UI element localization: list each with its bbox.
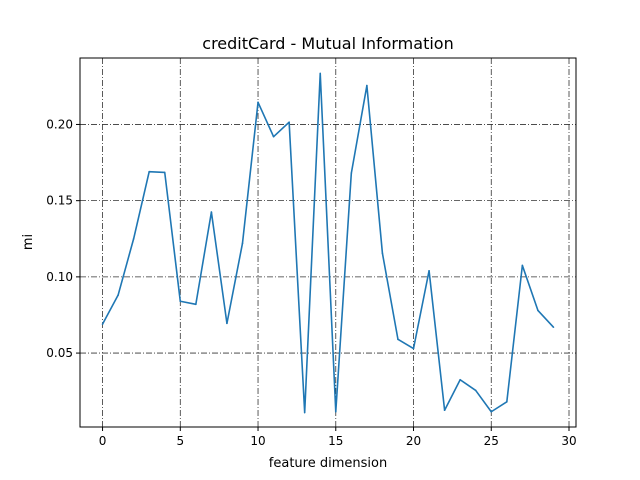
x-tick-label: 25 bbox=[484, 434, 499, 448]
data-point bbox=[412, 347, 415, 350]
data-point bbox=[490, 410, 493, 413]
data-point bbox=[474, 389, 477, 392]
data-point bbox=[210, 211, 213, 213]
data-point bbox=[101, 323, 104, 325]
data-point bbox=[350, 172, 353, 175]
data-point bbox=[179, 300, 182, 303]
x-tick-label: 0 bbox=[99, 434, 107, 448]
data-point bbox=[334, 410, 337, 413]
data-point bbox=[117, 294, 119, 296]
plot-frame bbox=[79, 57, 577, 428]
data-point bbox=[226, 322, 228, 325]
data-point bbox=[241, 242, 244, 245]
data-point bbox=[257, 101, 259, 104]
data-point bbox=[521, 264, 524, 267]
x-axis-label: feature dimension bbox=[269, 456, 387, 471]
y-tick-label: 0.20 bbox=[46, 117, 73, 131]
series-layer bbox=[101, 72, 555, 414]
data-point bbox=[506, 401, 508, 403]
mi-series-line bbox=[101, 72, 555, 414]
data-point bbox=[272, 135, 275, 138]
x-tick-label: 10 bbox=[250, 434, 265, 448]
data-point bbox=[366, 84, 368, 87]
x-tick-label: 30 bbox=[561, 434, 576, 448]
y-tick-label: 0.15 bbox=[46, 194, 73, 208]
data-point bbox=[397, 338, 399, 341]
y-tick-label: 0.05 bbox=[46, 346, 73, 360]
y-tick-label: 0.10 bbox=[46, 270, 73, 284]
x-tick-label: 20 bbox=[406, 434, 421, 448]
data-point bbox=[319, 72, 322, 75]
data-point bbox=[288, 121, 290, 123]
y-axis-label: mi bbox=[21, 234, 36, 250]
x-tick-label: 15 bbox=[328, 434, 343, 448]
data-point bbox=[132, 237, 135, 240]
grid-lines bbox=[80, 58, 576, 427]
data-point bbox=[381, 252, 384, 255]
data-point bbox=[537, 309, 539, 312]
data-point bbox=[303, 411, 306, 414]
y-ticks: 0.05 0.10 0.15 0.20 bbox=[46, 117, 80, 360]
x-tick-label: 5 bbox=[176, 434, 184, 448]
data-point bbox=[163, 171, 166, 174]
data-point bbox=[428, 269, 430, 272]
data-point bbox=[148, 170, 150, 173]
chart-title: creditCard - Mutual Information bbox=[202, 34, 453, 53]
data-point bbox=[459, 378, 461, 381]
data-point bbox=[195, 303, 197, 306]
data-point bbox=[552, 326, 555, 328]
data-point bbox=[443, 409, 446, 412]
x-ticks: 0 5 10 15 20 25 30 bbox=[99, 427, 577, 448]
